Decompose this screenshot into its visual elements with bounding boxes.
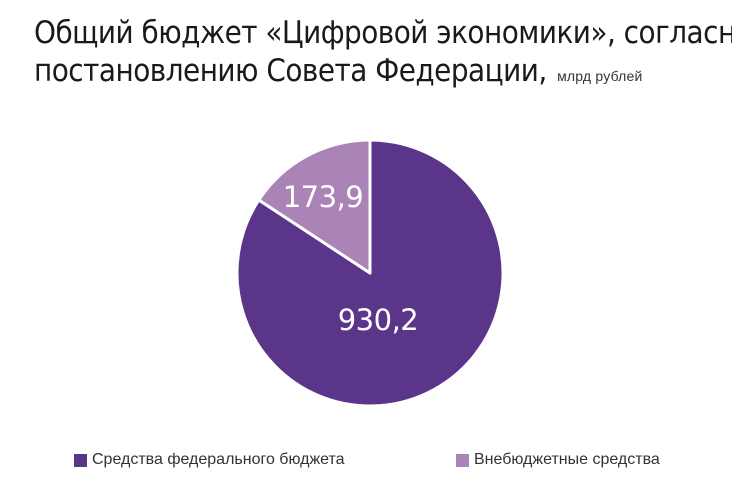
chart-title-line-2-text: постановлению Совета Федерации,: [34, 53, 547, 89]
legend-swatch-extra-budget: [456, 453, 469, 467]
pie-slice-extra-budget: [257, 138, 372, 275]
legend-label-extra-budget: Внебюджетные средства: [474, 451, 660, 468]
slice-value-label-extra-budget: 173,9: [283, 180, 364, 214]
slice-value-label-federal-budget: 930,2: [338, 303, 419, 337]
pie-labels: 930,2 173,9: [283, 180, 419, 337]
chart-title: Общий бюджет «Цифровой экономики», согла…: [34, 14, 732, 95]
chart-legend: Средства федерального бюджета Внебюджетн…: [74, 451, 714, 473]
legend-label-federal-budget: Средства федерального бюджета: [92, 451, 345, 468]
legend-item-extra-budget: Внебюджетные средства: [456, 451, 660, 469]
legend-swatch-federal-budget: [74, 453, 87, 467]
chart-title-line-1: Общий бюджет «Цифровой экономики», согла…: [34, 15, 732, 51]
legend-item-federal-budget: Средства федерального бюджета: [74, 451, 345, 469]
chart-title-line-2: постановлению Совета Федерации, млрд руб…: [34, 52, 724, 95]
pie-slices: [235, 138, 505, 408]
chart-unit: млрд рублей: [557, 68, 643, 84]
